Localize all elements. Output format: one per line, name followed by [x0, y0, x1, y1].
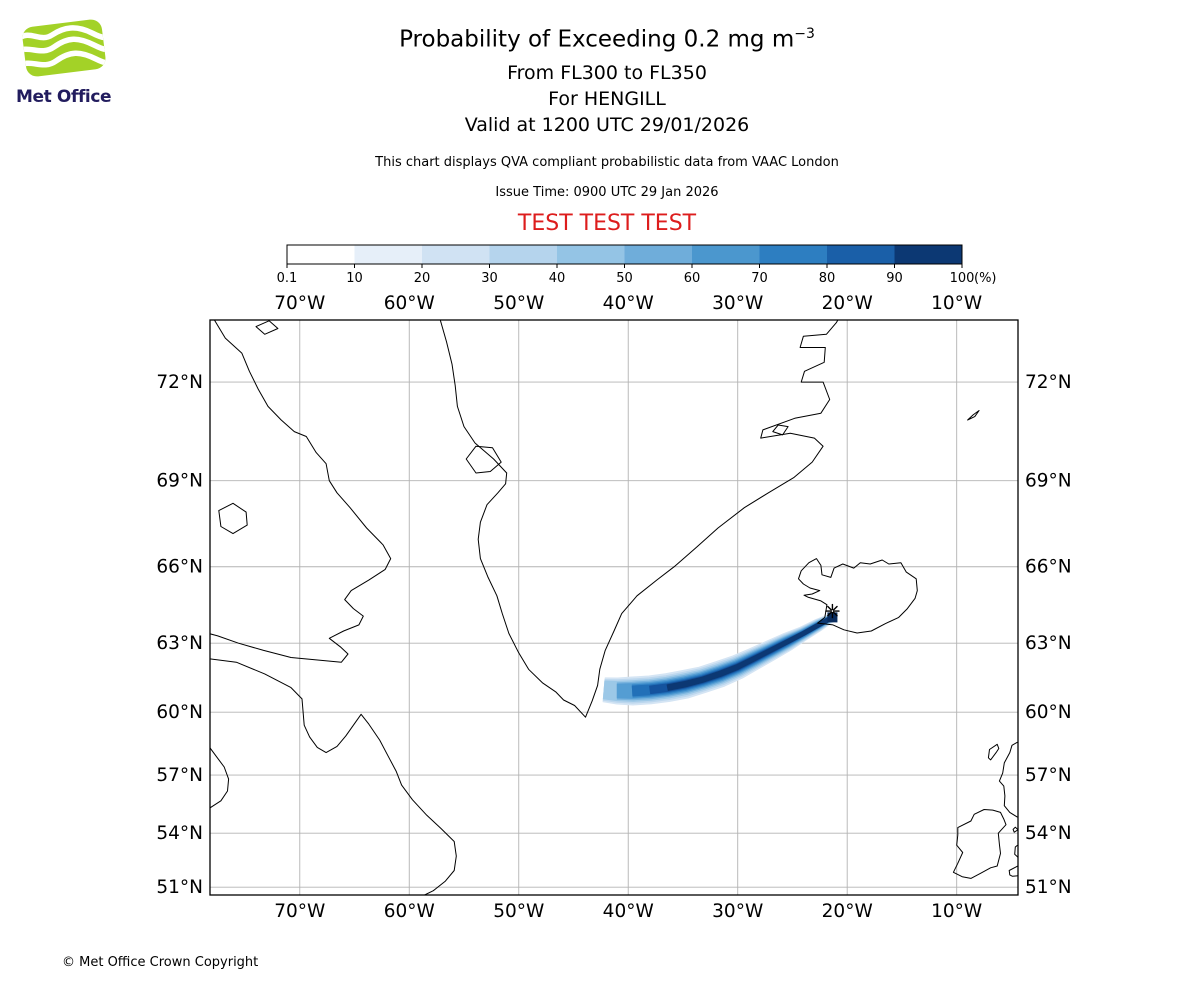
colorbar-tick-label: 10 [346, 271, 363, 286]
colorbar-tick-label: 70 [751, 271, 768, 286]
met-office-logo-text: Met Office [16, 87, 112, 107]
lat-label-right: 51°N [1025, 877, 1072, 898]
coastline-milne-land [772, 424, 789, 436]
coastline-isle-of-man [1012, 826, 1018, 833]
subtitle-valid-time: Valid at 1200 UTC 29/01/2026 [464, 113, 750, 136]
colorbar-tick-label: 90 [886, 271, 903, 286]
colorbar: 0.1 10 20 30 40 50 60 70 80 90 100 (%) [277, 244, 997, 286]
coastline-jan-mayen [967, 410, 980, 421]
lon-label-top: 10°W [931, 293, 982, 314]
lat-label-left: 54°N [156, 823, 203, 844]
coastline-lewis [987, 743, 1000, 761]
met-office-logo-mark [21, 19, 107, 77]
plume-level-40 [616, 614, 835, 701]
lon-label-top: 70°W [274, 293, 325, 314]
ash-plume [602, 612, 838, 706]
test-banner: TEST TEST TEST [517, 210, 697, 236]
lat-label-right: 60°N [1025, 702, 1072, 723]
subtitle-volcano: For HENGILL [548, 87, 666, 110]
volcano-marker-icon [825, 603, 840, 619]
map-area [210, 320, 1018, 895]
axis-labels: 70°W 70°W 60°W 60°W 50°W 50°W 40°W 40°W 30°W 30°W… [156, 293, 1071, 922]
qva-description: This chart displays QVA compliant probab… [375, 154, 839, 170]
coastline-disko-island [465, 445, 502, 474]
chart-title-main: Probability of Exceeding 0.2 mg m [399, 26, 795, 53]
colorbar-tick-label: 80 [819, 271, 836, 286]
coastline-iceland [798, 558, 918, 634]
lat-label-left: 63°N [156, 633, 203, 654]
lat-label-right: 54°N [1025, 823, 1072, 844]
coastline-hudson-bay-shore [210, 747, 230, 809]
lat-label-left: 66°N [156, 557, 203, 578]
graticule [210, 320, 1018, 895]
lon-label-bottom: 30°W [712, 901, 763, 922]
lat-label-right: 66°N [1025, 557, 1072, 578]
lon-label-top: 20°W [822, 293, 873, 314]
lat-label-left: 60°N [156, 702, 203, 723]
lat-label-right: 69°N [1025, 471, 1072, 492]
lat-label-right: 63°N [1025, 633, 1072, 654]
met-office-logo: Met Office [14, 18, 134, 107]
colorbar-tick-label: 60 [684, 271, 701, 286]
colorbar-tick-label: 30 [481, 271, 498, 286]
coastlines [210, 320, 1018, 895]
lon-label-bottom: 40°W [603, 901, 654, 922]
coastline-wales [1008, 844, 1018, 877]
copyright-notice: © Met Office Crown Copyright [62, 955, 259, 970]
colorbar-tick-label: 20 [414, 271, 431, 286]
lat-label-left: 69°N [156, 471, 203, 492]
colorbar-tick-label: 50 [616, 271, 633, 286]
subtitle-flight-levels: From FL300 to FL350 [507, 61, 707, 84]
coastline-greenland [439, 320, 839, 718]
coastline-quebec-labrador [210, 658, 457, 895]
lon-label-bottom: 60°W [384, 901, 435, 922]
lon-label-top: 30°W [712, 293, 763, 314]
colorbar-tick-label: 100 [950, 271, 975, 286]
chart-title: Probability of Exceeding 0.2 mg m−3 [14, 26, 1200, 53]
chart-title-exponent: −3 [794, 26, 815, 42]
lat-label-right: 72°N [1025, 372, 1072, 393]
lon-label-bottom: 10°W [931, 901, 982, 922]
colorbar-tick-label: 40 [549, 271, 566, 286]
coastline-baffin-island [210, 320, 392, 663]
map-border [209, 319, 1019, 896]
lon-label-top: 60°W [384, 293, 435, 314]
plume-level-90 [666, 615, 834, 691]
lon-label-bottom: 50°W [493, 901, 544, 922]
colorbar-tick-label: 0.1 [277, 271, 298, 286]
lat-label-left: 51°N [156, 877, 203, 898]
coastline-scotland [998, 741, 1018, 818]
issue-time: Issue Time: 0900 UTC 29 Jan 2026 [495, 184, 719, 200]
colorbar-unit-label: (%) [974, 271, 997, 286]
coastline-ireland [952, 809, 1007, 879]
lon-label-top: 50°W [493, 293, 544, 314]
coastline-prince-charles-island [218, 502, 248, 535]
lat-label-left: 57°N [156, 765, 203, 786]
title-block: Probability of Exceeding 0.2 mg m−3 From… [14, 26, 1200, 236]
lon-label-bottom: 70°W [274, 901, 325, 922]
lat-label-right: 57°N [1025, 765, 1072, 786]
coastline-devon-islet [255, 320, 279, 335]
lon-label-bottom: 20°W [822, 901, 873, 922]
lon-label-top: 40°W [603, 293, 654, 314]
lat-label-left: 72°N [156, 372, 203, 393]
